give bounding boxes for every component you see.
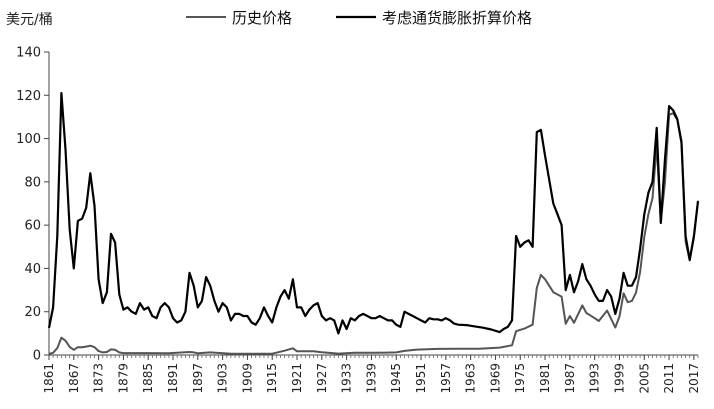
x-tick-label: 1951 bbox=[414, 363, 428, 394]
y-axis: 0 20 40 60 80 100 120 140 bbox=[16, 46, 50, 364]
x-tick-label: 1867 bbox=[67, 363, 81, 394]
x-tick-label: 1993 bbox=[588, 363, 602, 394]
legend: 历史价格 考虑通货膨胀折算价格 bbox=[186, 9, 532, 27]
x-tick-label: 1975 bbox=[513, 363, 527, 394]
y-tick-label: 140 bbox=[16, 46, 41, 61]
x-tick-label: 2005 bbox=[637, 363, 651, 394]
x-tick-label: 1927 bbox=[315, 363, 329, 394]
series-line-historical bbox=[48, 112, 699, 355]
y-tick-label: 100 bbox=[16, 132, 41, 147]
y-tick-label: 80 bbox=[24, 175, 41, 190]
x-tick-label: 2017 bbox=[687, 363, 701, 394]
y-tick-label: 0 bbox=[33, 349, 41, 364]
x-tick-label: 1999 bbox=[612, 363, 626, 394]
y-tick-label: 40 bbox=[24, 262, 41, 277]
x-tick-label: 1897 bbox=[191, 363, 205, 394]
x-tick-label: 1981 bbox=[538, 363, 552, 394]
x-tick-label: 1939 bbox=[364, 363, 378, 394]
x-tick-label: 1969 bbox=[488, 363, 502, 394]
x-tick-label: 1987 bbox=[563, 363, 577, 394]
x-tick-label: 1879 bbox=[116, 363, 130, 394]
series-lines bbox=[47, 92, 700, 355]
x-tick-label: 1957 bbox=[439, 363, 453, 394]
legend-label-historical: 历史价格 bbox=[232, 9, 292, 27]
x-tick-label: 1921 bbox=[290, 363, 304, 394]
x-tick-label: 1933 bbox=[340, 363, 354, 394]
x-tick-label: 1945 bbox=[389, 363, 403, 394]
legend-label-inflation-adjusted: 考虑通货膨胀折算价格 bbox=[382, 9, 532, 27]
series-line-inflation-adjusted bbox=[47, 92, 700, 335]
x-tick-label: 2011 bbox=[662, 363, 676, 394]
x-tick-label: 1873 bbox=[92, 363, 106, 394]
x-tick-label: 1903 bbox=[216, 363, 230, 394]
x-tick-label: 1885 bbox=[141, 363, 155, 394]
y-tick-label: 20 bbox=[24, 305, 41, 320]
x-tick-label: 1891 bbox=[166, 363, 180, 394]
x-tick-label: 1915 bbox=[265, 363, 279, 394]
x-axis: 1861 1867 1873 1879 1885 1891 1897 1903 1909 1915… bbox=[42, 354, 701, 394]
y-axis-unit-label: 美元/桶 bbox=[6, 12, 53, 28]
x-tick-label: 1861 bbox=[42, 363, 56, 394]
x-tick-label: 1909 bbox=[240, 363, 254, 394]
y-tick-label: 60 bbox=[24, 219, 41, 234]
x-tick-label: 1963 bbox=[464, 363, 478, 394]
y-tick-label: 120 bbox=[16, 89, 41, 104]
